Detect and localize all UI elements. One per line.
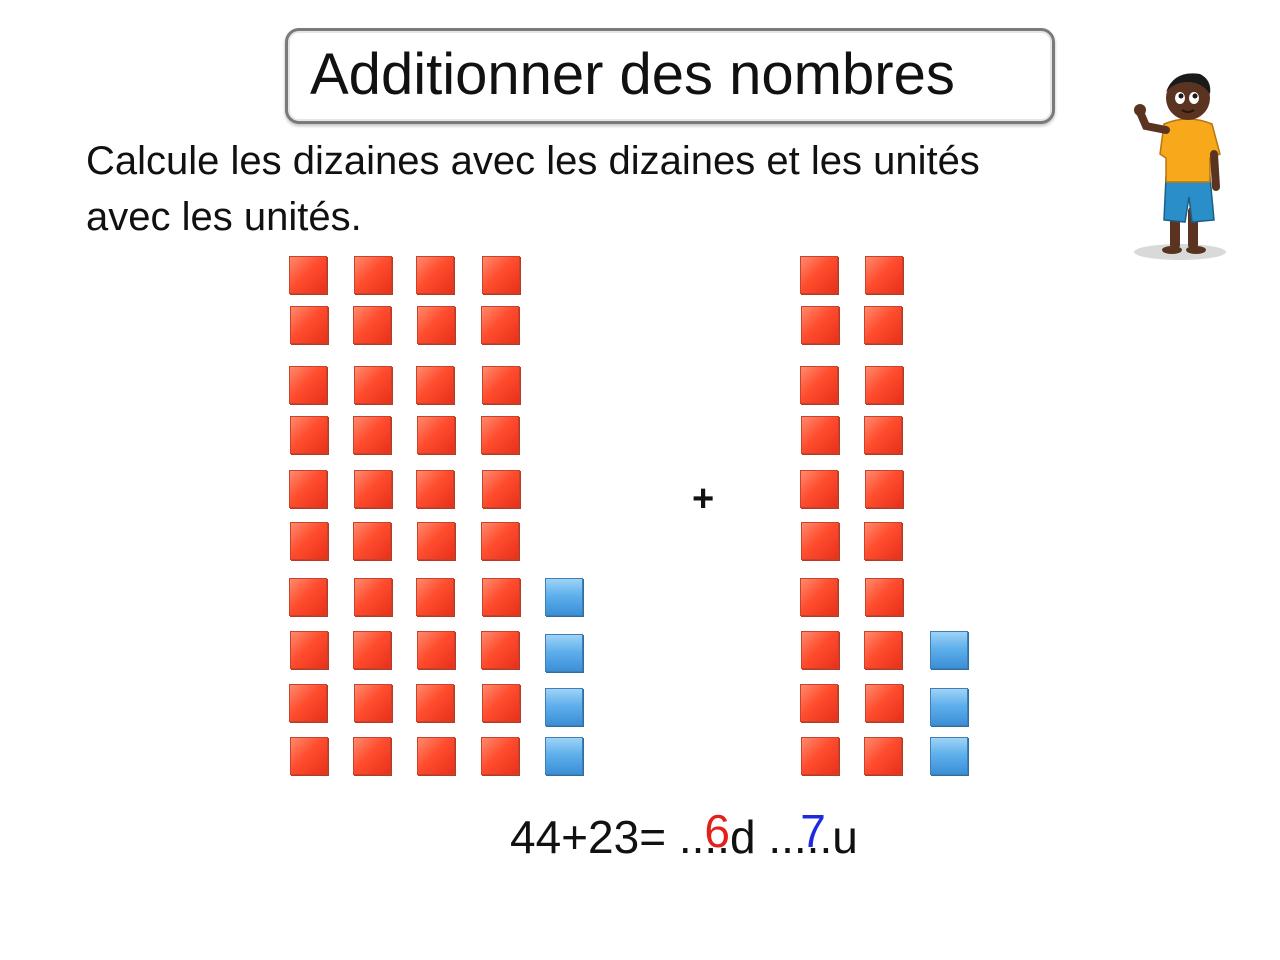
first-number-ten-rod-2-cube [353,416,391,454]
units-blank: .....u [768,811,858,863]
second-number-ten-rod-1-cube [800,578,838,616]
second-number-ten-rod-1-cube [800,366,838,404]
first-number-ten-rod-3-cube [416,578,454,616]
tens-blank: ....d [678,811,756,863]
first-number-ten-rod-4-cube [481,737,519,775]
first-number-unit-cube [545,688,583,726]
second-number-ten-rod-1-cube [800,470,838,508]
first-number-ten-rod-4-cube [482,470,520,508]
first-number-ten-rod-1-cube [289,470,327,508]
first-number-ten-rod-1-cube [289,684,327,722]
first-number-unit-cube [545,578,583,616]
instruction-line-2: avec les unités. [86,195,362,239]
second-number-ten-rod-2-cube [865,366,903,404]
first-number-ten-rod-4-cube [481,416,519,454]
second-number-ten-rod-2-cube [864,522,902,560]
first-number-ten-rod-3-cube [417,631,455,669]
first-number-ten-rod-2-cube [354,256,392,294]
boy-waving-icon [1134,73,1226,260]
tens-blank-wrap: ....d 6 [678,805,756,864]
second-number-ten-rod-2-cube [864,306,902,344]
first-number-ten-rod-4-cube [482,366,520,404]
first-number-ten-rod-1-cube [289,366,327,404]
first-number-unit-cube [545,737,583,775]
instruction-line-1: Calcule les dizaines avec les dizaines e… [86,139,980,183]
first-number-ten-rod-1-cube [290,306,328,344]
first-number-ten-rod-3-cube [416,684,454,722]
second-number-ten-rod-1-cube [801,522,839,560]
first-number-ten-rod-1-cube [290,416,328,454]
first-number-ten-rod-3-cube [416,366,454,404]
units-blank-wrap: .....u 7 [768,805,858,864]
page-title: Additionner des nombres [310,42,955,107]
first-number-ten-rod-1-cube [290,737,328,775]
first-number-ten-rod-2-cube [354,366,392,404]
first-number-ten-rod-3-cube [416,256,454,294]
second-number-unit-cube [930,737,968,775]
plus-sign: + [692,478,715,520]
second-number-ten-rod-1-cube [800,684,838,722]
units-answer: 7 [800,805,826,857]
second-number-ten-rod-2-cube [864,416,902,454]
first-number-ten-rod-4-cube [482,578,520,616]
first-number-ten-rod-4-cube [481,306,519,344]
second-number-ten-rod-1-cube [801,306,839,344]
title-banner: Additionner des nombres [285,28,1055,124]
second-number-unit-cube [930,631,968,669]
first-number-ten-rod-2-cube [354,470,392,508]
second-number-ten-rod-1-cube [801,737,839,775]
instructions: Calcule les dizaines avec les dizaines e… [86,133,1166,245]
second-number-ten-rod-2-cube [865,470,903,508]
second-number-unit-cube [930,688,968,726]
first-number-ten-rod-3-cube [417,306,455,344]
second-number-ten-rod-2-cube [864,631,902,669]
equation-expression: 44+23= [510,811,667,863]
tens-answer: 6 [704,805,730,857]
first-number-ten-rod-1-cube [290,522,328,560]
second-number-ten-rod-2-cube [865,684,903,722]
first-number-ten-rod-2-cube [353,737,391,775]
first-number-ten-rod-3-cube [416,470,454,508]
first-number-ten-rod-4-cube [482,256,520,294]
second-number-ten-rod-2-cube [864,737,902,775]
first-number-unit-cube [545,634,583,672]
first-number-ten-rod-4-cube [481,631,519,669]
first-number-ten-rod-2-cube [353,522,391,560]
first-number-ten-rod-3-cube [417,522,455,560]
second-number-ten-rod-1-cube [800,256,838,294]
equation: 44+23= ....d 6 .....u 7 [510,805,858,864]
first-number-ten-rod-1-cube [290,631,328,669]
second-number-ten-rod-1-cube [801,631,839,669]
first-number-ten-rod-4-cube [482,684,520,722]
first-number-ten-rod-3-cube [417,416,455,454]
second-number-ten-rod-2-cube [865,578,903,616]
first-number-ten-rod-2-cube [354,684,392,722]
first-number-ten-rod-4-cube [481,522,519,560]
first-number-ten-rod-1-cube [289,256,327,294]
first-number-ten-rod-3-cube [417,737,455,775]
first-number-ten-rod-2-cube [353,631,391,669]
first-number-ten-rod-2-cube [353,306,391,344]
second-number-ten-rod-2-cube [865,256,903,294]
second-number-ten-rod-1-cube [801,416,839,454]
first-number-ten-rod-2-cube [354,578,392,616]
first-number-ten-rod-1-cube [289,578,327,616]
